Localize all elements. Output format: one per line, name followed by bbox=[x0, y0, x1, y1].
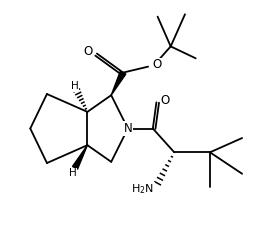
Text: H: H bbox=[71, 81, 79, 91]
Text: O: O bbox=[152, 58, 162, 71]
Text: O: O bbox=[83, 45, 93, 58]
Text: N: N bbox=[123, 122, 132, 135]
Text: H$_2$N: H$_2$N bbox=[131, 182, 154, 196]
Polygon shape bbox=[111, 71, 126, 95]
Text: H: H bbox=[69, 168, 76, 178]
Polygon shape bbox=[73, 145, 87, 169]
Text: O: O bbox=[161, 94, 170, 107]
